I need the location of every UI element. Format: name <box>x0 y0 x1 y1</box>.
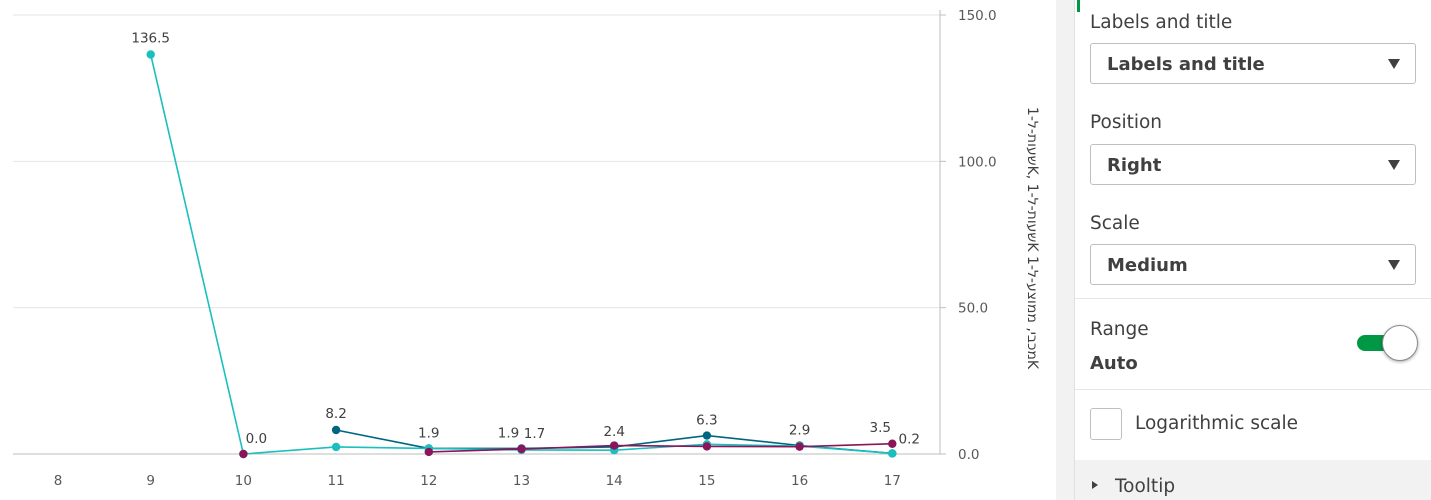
position-label: Position <box>1090 112 1163 133</box>
data-label: 1.9 <box>498 425 519 441</box>
data-label: 1.9 <box>418 425 439 441</box>
panel-gutter <box>1056 0 1074 500</box>
data-label: 6.3 <box>696 413 717 429</box>
range-value: Auto <box>1090 353 1138 374</box>
scale-selected: Medium <box>1107 255 1188 276</box>
series-3-line <box>428 442 893 453</box>
y-tick-label: 100.0 <box>958 154 997 170</box>
data-label: 2.9 <box>789 423 810 439</box>
series-3-point <box>795 442 804 451</box>
labels-and-title-dropdown[interactable]: Labels and title <box>1090 43 1416 84</box>
range-label: Range <box>1090 319 1149 340</box>
chevron-down-icon <box>1388 59 1400 69</box>
series-1-point <box>702 431 712 440</box>
series-3-point <box>888 439 897 448</box>
position-selected: Right <box>1107 155 1162 176</box>
y-tick-label: 150.0 <box>958 8 997 24</box>
x-tick-label: 15 <box>698 473 715 489</box>
tooltip-section-header[interactable]: Tooltip <box>1075 460 1431 500</box>
x-tick-label: 17 <box>884 473 901 489</box>
x-tick-label: 14 <box>606 473 623 489</box>
chart-svg: 0.0 50.0 100.0 150.0 8 9 10 11 12 13 14 15 16 17 שעות-… <box>13 8 1040 489</box>
data-label: 1.7 <box>524 426 545 442</box>
y-axis-title: שעות-ל-1K, שעות-ל-1K מכבי, ממוצע-ל-1K <box>1024 107 1040 370</box>
divider <box>1075 389 1431 390</box>
x-tick-label: 9 <box>146 473 155 489</box>
series-3-point <box>702 442 712 451</box>
divider <box>1075 298 1431 299</box>
range-toggle[interactable] <box>1357 325 1419 361</box>
data-label: 0.0 <box>246 431 267 447</box>
chevron-down-icon <box>1388 160 1400 170</box>
tooltip-label: Tooltip <box>1115 476 1176 497</box>
chevron-down-icon <box>1388 260 1400 270</box>
data-label: 0.2 <box>899 431 920 447</box>
series-2-point <box>888 449 897 458</box>
x-tick-label: 12 <box>420 473 437 489</box>
labels-and-title-selected: Labels and title <box>1107 54 1265 75</box>
active-section-indicator <box>1077 0 1080 12</box>
logarithmic-scale-label: Logarithmic scale <box>1135 413 1298 434</box>
logarithmic-scale-checkbox[interactable] <box>1090 408 1122 440</box>
toggle-knob <box>1382 325 1418 361</box>
x-tick-label: 8 <box>54 473 63 489</box>
series-3-point <box>517 444 526 454</box>
properties-panel: Labels and title Labels and title Positi… <box>1074 0 1431 500</box>
series-2-line <box>149 54 893 455</box>
data-label: 8.2 <box>325 406 346 422</box>
series-1-point <box>331 425 341 435</box>
data-label: 136.5 <box>131 31 170 47</box>
scale-dropdown[interactable]: Medium <box>1090 244 1416 285</box>
y-tick-label: 0.0 <box>958 447 979 463</box>
series-3-point <box>239 449 248 459</box>
x-tick-label: 16 <box>791 473 808 489</box>
series-2-point <box>146 50 155 59</box>
series-3-point <box>610 441 619 450</box>
x-tick-label: 11 <box>328 473 345 489</box>
y-tick-label: 50.0 <box>958 301 988 317</box>
scale-label: Scale <box>1090 213 1140 234</box>
labels-and-title-label: Labels and title <box>1090 12 1233 33</box>
position-dropdown[interactable]: Right <box>1090 144 1416 185</box>
x-tick-label: 13 <box>513 473 530 489</box>
x-tick-label: 10 <box>235 473 252 489</box>
caret-right-icon <box>1092 481 1098 489</box>
series-3-point <box>424 447 433 457</box>
data-label: 3.5 <box>870 420 891 436</box>
data-label: 2.4 <box>603 424 624 440</box>
series-2-point <box>331 442 341 452</box>
line-chart: 0.0 50.0 100.0 150.0 8 9 10 11 12 13 14 15 16 17 שעות-… <box>13 8 1040 489</box>
